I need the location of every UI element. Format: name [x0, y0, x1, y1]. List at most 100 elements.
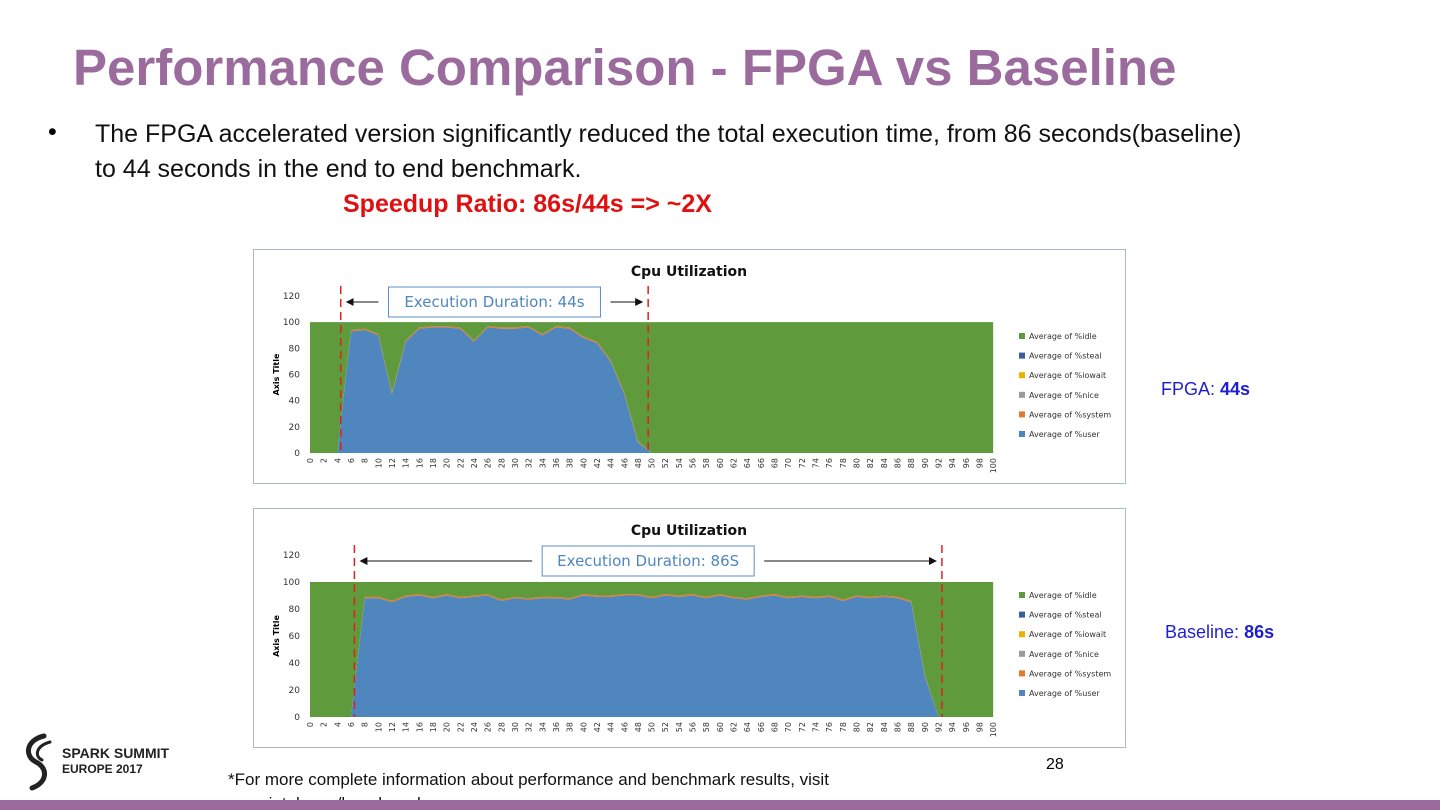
chart-frame: Cpu Utilization Axis Title 0 20 40 60 80 100 120… — [253, 508, 1126, 748]
x-tick-label: 74 — [812, 722, 821, 732]
chart-frame: Cpu Utilization Axis Title 0 20 40 60 80 100 120… — [253, 249, 1126, 484]
x-tick-label: 56 — [689, 458, 698, 468]
x-tick-label: 48 — [634, 458, 643, 468]
x-tick-label: 90 — [921, 458, 930, 468]
x-tick-label: 84 — [880, 458, 889, 468]
legend-label: Average of %user — [1029, 689, 1100, 698]
side-label-value: 44s — [1220, 379, 1251, 399]
legend-label: Average of %nice — [1029, 650, 1099, 659]
x-tick-label: 44 — [607, 722, 616, 732]
x-tick-label: 54 — [675, 458, 684, 468]
x-tick-label: 60 — [716, 722, 725, 732]
x-tick-label: 42 — [593, 458, 602, 468]
y-axis-title: Axis Title — [272, 353, 281, 395]
y-axis-title: Axis Title — [272, 615, 281, 657]
x-tick-label: 68 — [771, 722, 780, 732]
x-tick-label: 10 — [374, 458, 383, 468]
x-tick-label: 92 — [935, 458, 944, 468]
y-tick-label: 100 — [283, 318, 300, 328]
y-tick-label: 40 — [289, 659, 301, 669]
area — [310, 595, 994, 717]
annotation-box — [541, 545, 755, 577]
x-tick-label: 36 — [552, 458, 561, 468]
x-tick-label: 52 — [661, 722, 670, 732]
chart-title: Cpu Utilization — [631, 523, 747, 539]
area — [310, 327, 994, 453]
x-tick-label: 0 — [306, 458, 315, 463]
x-tick-label: 66 — [757, 722, 766, 732]
x-tick-label: 50 — [648, 722, 657, 732]
x-tick-label: 86 — [894, 458, 903, 468]
x-tick-label: 100 — [989, 722, 998, 737]
x-tick-label: 92 — [935, 722, 944, 732]
y-tick-label: 0 — [294, 713, 300, 723]
legend-swatch — [1019, 431, 1025, 437]
x-tick-label: 8 — [361, 722, 370, 727]
annotation-text: Execution Duration: 86S — [557, 552, 739, 570]
bullet-dot: • — [48, 118, 57, 146]
fpga-label: FPGA: 44s — [1161, 379, 1250, 400]
x-tick-label: 18 — [429, 458, 438, 468]
x-tick-label: 54 — [675, 722, 684, 732]
x-tick-label: 96 — [962, 722, 971, 732]
x-tick-label: 8 — [361, 458, 370, 463]
x-tick-label: 84 — [880, 722, 889, 732]
x-tick-label: 30 — [511, 458, 520, 468]
side-label-name: Baseline: — [1165, 622, 1240, 642]
side-label-value: 86s — [1244, 622, 1275, 642]
x-tick-label: 88 — [907, 458, 916, 468]
x-tick-label: 62 — [730, 458, 739, 468]
x-tick-label: 100 — [989, 458, 998, 473]
legend-swatch — [1019, 372, 1025, 379]
x-tick-label: 40 — [579, 722, 588, 732]
x-tick-label: 94 — [948, 458, 957, 468]
x-tick-label: 24 — [470, 722, 479, 732]
y-tick-label: 0 — [294, 449, 300, 459]
x-tick-label: 98 — [976, 458, 985, 468]
x-tick-label: 2 — [320, 458, 329, 463]
legend-swatch — [1019, 631, 1025, 638]
chart: Cpu Utilization Axis Title 0 20 40 60 80 100 120… — [272, 523, 1111, 737]
x-tick-label: 14 — [402, 722, 411, 732]
logo-icon — [26, 733, 52, 791]
legend-label: Average of %steal — [1029, 352, 1102, 361]
x-tick-label: 46 — [620, 722, 629, 732]
y-tick-label: 60 — [289, 371, 301, 381]
x-tick-label: 46 — [620, 458, 629, 468]
bottom-bar — [0, 800, 1440, 810]
legend-label: Average of %steal — [1029, 611, 1102, 620]
x-tick-label: 64 — [743, 722, 752, 732]
chart-title: Cpu Utilization — [631, 264, 747, 280]
x-tick-label: 60 — [716, 458, 725, 468]
legend-swatch — [1019, 611, 1025, 618]
x-tick-label: 78 — [839, 722, 848, 732]
legend-swatch — [1019, 690, 1025, 696]
x-tick-label: 70 — [784, 458, 793, 468]
annotation-box — [387, 286, 601, 318]
y-tick-label: 120 — [283, 551, 300, 561]
x-tick-label: 28 — [497, 458, 506, 468]
x-tick-label: 82 — [866, 458, 875, 468]
x-tick-label: 26 — [484, 722, 493, 732]
x-tick-label: 20 — [443, 722, 452, 732]
x-tick-label: 32 — [525, 458, 534, 468]
x-tick-label: 40 — [579, 458, 588, 468]
x-tick-label: 94 — [948, 722, 957, 732]
x-tick-label: 52 — [661, 458, 670, 468]
x-tick-label: 86 — [894, 722, 903, 732]
area — [310, 582, 994, 717]
legend-swatch — [1019, 670, 1025, 677]
bullet-text: The FPGA accelerated version significant… — [95, 120, 1242, 183]
x-tick-label: 34 — [538, 458, 547, 468]
x-tick-label: 76 — [825, 722, 834, 732]
x-tick-label: 6 — [347, 458, 356, 463]
y-tick-label: 80 — [289, 605, 301, 615]
legend-label: Average of %iowait — [1029, 630, 1106, 639]
x-tick-label: 20 — [443, 458, 452, 468]
area — [310, 322, 994, 453]
slide-title: Performance Comparison - FPGA vs Baselin… — [73, 39, 1177, 96]
x-tick-label: 80 — [853, 722, 862, 732]
legend-swatch — [1019, 352, 1025, 359]
x-tick-label: 50 — [648, 458, 657, 468]
x-tick-label: 56 — [689, 722, 698, 732]
